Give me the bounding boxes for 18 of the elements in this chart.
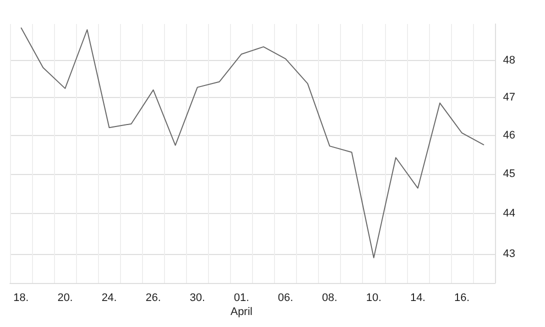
x-tick-label: 10. <box>366 292 382 304</box>
x-tick-label: 16. <box>454 292 470 304</box>
y-tick-label: 45 <box>503 168 516 180</box>
y-tick-label: 43 <box>503 248 516 260</box>
line-series <box>20 27 484 258</box>
x-tick-label: 24. <box>102 292 117 304</box>
x-tick-label: 26. <box>146 292 161 304</box>
y-tick-label: 44 <box>503 208 516 220</box>
x-tick-label: 14. <box>410 292 426 304</box>
y-tick-label: 48 <box>503 54 516 66</box>
y-tick-label: 47 <box>503 91 516 104</box>
x-tick-label: 08. <box>322 292 338 304</box>
x-tick-label: 30. <box>190 292 206 304</box>
x-tick-label: 01. April <box>230 292 252 318</box>
x-tick-label: 06. <box>278 292 294 304</box>
x-tick-label: 20. <box>57 292 73 304</box>
x-tick-label: 18. <box>13 292 29 304</box>
y-tick-label: 46 <box>503 129 516 142</box>
